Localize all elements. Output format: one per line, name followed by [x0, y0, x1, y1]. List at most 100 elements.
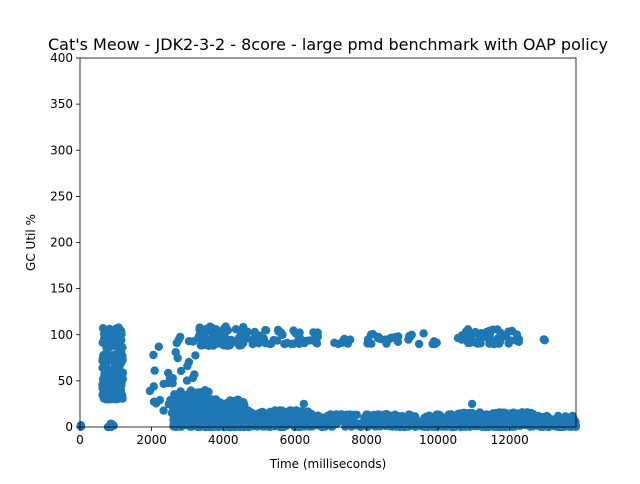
data-point-1362	[445, 411, 454, 420]
data-point-271	[183, 361, 192, 371]
data-point-240	[107, 420, 117, 429]
data-point-1475	[485, 333, 494, 343]
x-axis: 0 2000 4000 6000 8000 10000 12000	[76, 427, 529, 447]
data-point-1404	[366, 411, 375, 421]
y-tick-label: 100	[50, 328, 73, 342]
chart-title: Cat's Meow - JDK2-3-2 - 8core - large pm…	[48, 35, 608, 54]
data-point-861	[294, 339, 304, 348]
data-point-1708	[499, 415, 508, 425]
x-tick-label: 2000	[136, 433, 167, 447]
data-point-1466	[462, 330, 471, 339]
data-point-459	[194, 389, 203, 398]
data-point-228	[116, 386, 126, 396]
data-point-1817	[149, 350, 158, 360]
data-point-1722	[523, 416, 532, 426]
data-point-1812	[560, 418, 569, 427]
data-point-1103	[309, 335, 318, 345]
data-point-500	[182, 396, 191, 405]
data-point-819	[233, 421, 242, 430]
x-tick-label: 6000	[280, 433, 311, 447]
y-tick-label: 150	[50, 282, 73, 296]
x-tick-label: 0	[76, 433, 84, 447]
data-point-252	[159, 406, 168, 415]
data-point-800	[226, 413, 235, 422]
data-point-494	[192, 398, 201, 407]
data-point-1424	[367, 339, 376, 348]
x-axis-label: Time (milliseconds)	[269, 457, 387, 471]
data-point-835	[243, 327, 252, 336]
data-point-858	[291, 329, 300, 338]
data-point-804	[227, 421, 236, 430]
data-point-210	[113, 335, 123, 345]
data-point-1449	[507, 326, 517, 336]
data-point-203	[105, 327, 114, 336]
data-point-803	[226, 406, 236, 416]
data-point-2	[76, 421, 86, 431]
data-point-1432	[381, 335, 390, 344]
data-point-1720	[468, 413, 478, 422]
data-point-579	[195, 331, 204, 340]
data-point-1091	[302, 407, 311, 417]
data-point-1384	[320, 418, 329, 427]
data-point-474	[172, 422, 182, 431]
y-tick-label: 400	[50, 51, 73, 65]
y-tick-label: 50	[58, 374, 73, 388]
data-point-818	[207, 403, 216, 412]
data-point-1084	[257, 422, 266, 431]
data-point-1818	[154, 342, 163, 351]
data-point-1373	[346, 421, 355, 430]
y-tick-label: 250	[50, 189, 73, 203]
data-point-501	[188, 406, 198, 415]
data-point-1386	[344, 412, 354, 421]
data-point-1383	[406, 417, 415, 426]
data-point-1480	[469, 329, 478, 338]
data-point-587	[207, 323, 216, 332]
data-point-1094	[248, 412, 257, 422]
data-point-584	[229, 338, 238, 347]
data-point-799	[207, 395, 217, 404]
data-point-1810	[567, 417, 576, 426]
data-point-1814	[467, 399, 477, 409]
data-point-807	[230, 396, 239, 406]
x-tick-label: 8000	[351, 433, 382, 447]
data-point-218	[115, 363, 124, 372]
data-point-1083	[264, 422, 273, 431]
y-tick-label: 200	[50, 236, 73, 250]
data-point-1813	[299, 399, 308, 409]
data-point-1426	[407, 330, 416, 339]
data-point-813	[239, 398, 248, 407]
data-point-585	[209, 341, 218, 350]
data-point-1479	[504, 339, 513, 348]
data-point-1399	[406, 411, 415, 420]
data-point-1703	[498, 408, 507, 417]
data-point-1811	[553, 415, 562, 425]
y-tick-label: 300	[50, 143, 73, 157]
data-point-269	[171, 348, 180, 357]
data-point-1403	[329, 414, 338, 423]
data-point-241	[150, 366, 159, 375]
data-point-498	[176, 388, 185, 398]
y-tick-label: 350	[50, 97, 73, 111]
data-point-1389	[356, 419, 365, 428]
y-axis: 0 50 100 150 200 250 300 350 400	[50, 51, 80, 434]
data-point-1246	[327, 422, 336, 431]
data-point-1089	[245, 421, 254, 430]
data-point-1482	[487, 326, 496, 335]
data-points-layer	[76, 322, 581, 432]
data-point-263	[176, 366, 186, 376]
data-point-1394	[370, 422, 380, 431]
data-point-1476	[471, 338, 480, 347]
data-point-1092	[274, 414, 283, 423]
data-point-219	[117, 326, 126, 336]
data-point-1816	[540, 336, 549, 345]
data-point-1471	[511, 336, 520, 345]
data-point-1087	[289, 418, 299, 427]
data-point-231	[102, 375, 111, 384]
data-point-1401	[399, 415, 408, 424]
data-point-794	[217, 403, 227, 413]
y-tick-label: 0	[65, 420, 73, 434]
data-point-1402	[390, 421, 399, 430]
data-point-267	[184, 337, 194, 346]
data-point-232	[112, 369, 122, 379]
